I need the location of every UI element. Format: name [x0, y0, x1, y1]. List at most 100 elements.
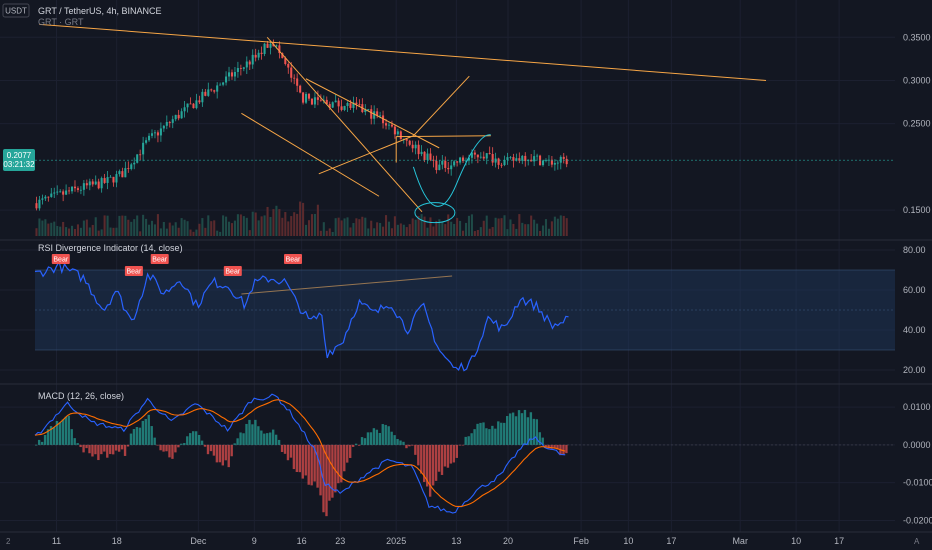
- volume-bar: [361, 216, 364, 236]
- candle-body: [76, 188, 79, 190]
- macd-histogram-bar: [479, 422, 482, 445]
- volume-bar: [183, 219, 186, 236]
- candle-body: [464, 160, 468, 162]
- price-axis-label: -0.0200: [903, 515, 932, 525]
- macd-histogram-bar: [313, 444, 316, 482]
- macd-histogram-bar: [120, 444, 124, 450]
- candle-body: [53, 192, 56, 194]
- macd-histogram-bar: [266, 433, 269, 445]
- macd-histogram-bar: [132, 429, 136, 445]
- candle-body: [239, 68, 242, 69]
- volume-bar: [352, 223, 355, 236]
- macd-histogram-bar: [517, 410, 521, 445]
- volume-bar: [453, 223, 456, 236]
- volume-bar: [53, 221, 56, 236]
- volume-bar: [387, 221, 391, 236]
- macd-histogram-bar: [541, 437, 544, 445]
- macd-histogram-bar: [405, 444, 408, 449]
- volume-bar: [524, 224, 527, 236]
- candle-body: [379, 115, 382, 117]
- candle-body: [50, 193, 53, 197]
- macd-histogram-bar: [390, 431, 393, 445]
- volume-bar: [426, 227, 429, 236]
- bear-divergence-label: Bear: [225, 269, 240, 276]
- macd-histogram-bar: [488, 429, 491, 445]
- candle-body: [506, 157, 509, 160]
- macd-histogram-bar: [200, 440, 204, 445]
- macd-histogram-bar: [428, 444, 432, 497]
- macd-legend[interactable]: MACD (12, 26, close): [38, 391, 124, 401]
- volume-bar: [420, 214, 423, 236]
- rsi-divergence-line: [241, 275, 453, 295]
- candle-body: [201, 91, 204, 103]
- macd-histogram-bar: [375, 429, 379, 445]
- candle-body: [384, 123, 388, 126]
- macd-histogram-bar: [150, 426, 153, 445]
- macd-histogram-bar: [467, 436, 470, 445]
- macd-histogram-bar: [316, 444, 319, 488]
- price-axis-label: -0.0100: [903, 478, 932, 488]
- rsi-legend[interactable]: RSI Divergence Indicator (14, close): [38, 243, 183, 253]
- candle-body: [376, 111, 379, 116]
- macd-histogram-bar: [295, 444, 299, 472]
- candle-body: [94, 181, 97, 185]
- macd-histogram-bar: [550, 444, 553, 449]
- candle-body: [198, 100, 201, 103]
- macd-histogram-bar: [109, 444, 112, 455]
- currency-button[interactable]: [2, 3, 30, 18]
- trend-drawings[interactable]: [39, 23, 767, 295]
- macd-histogram-bar: [194, 431, 198, 445]
- macd-histogram-bar: [351, 444, 355, 447]
- candle-body: [150, 133, 154, 136]
- candle-body: [91, 181, 94, 185]
- candle-body: [38, 199, 41, 209]
- volume-bar: [296, 213, 299, 236]
- candle-body: [180, 111, 183, 119]
- macd-histogram-bar: [85, 444, 88, 449]
- macd-histogram-bar: [458, 444, 461, 446]
- macd-histogram-bar: [514, 416, 518, 445]
- volume-bar: [287, 221, 290, 236]
- candle-body: [518, 158, 521, 161]
- candle-body: [435, 160, 438, 171]
- macd-histogram-bar: [437, 444, 441, 472]
- candle-body: [251, 54, 254, 65]
- candle-body: [127, 168, 130, 169]
- volume-bar: [376, 222, 379, 236]
- volume-bar: [171, 225, 174, 236]
- volume-bar: [162, 221, 165, 236]
- macd-histogram-bar: [40, 441, 44, 445]
- candle-body: [322, 99, 325, 101]
- volume-bar: [488, 228, 491, 236]
- candle-body: [230, 72, 234, 77]
- volume-bar: [115, 227, 118, 236]
- candle-body: [423, 151, 426, 160]
- candle-body: [79, 189, 82, 191]
- volume-bar: [550, 221, 553, 236]
- macd-histogram-bar: [277, 439, 281, 445]
- volume-bar: [334, 218, 337, 236]
- candle-body: [494, 158, 497, 163]
- candle-body: [331, 102, 334, 108]
- candle-body: [417, 144, 420, 155]
- volume-bar: [230, 223, 234, 236]
- volume-bar: [462, 230, 465, 236]
- macd-histogram-bar: [138, 427, 142, 445]
- candle-body: [328, 104, 331, 108]
- corner-left-control[interactable]: 2: [6, 537, 11, 546]
- candle-body: [213, 90, 216, 92]
- volume-bar: [402, 224, 405, 236]
- volume-bar: [290, 216, 293, 236]
- candle-body: [479, 156, 482, 158]
- symbol-legend[interactable]: GRT / TetherUS, 4h, BINANCE: [38, 6, 162, 16]
- auto-scale-button[interactable]: A: [914, 537, 920, 546]
- candle-body: [405, 139, 408, 141]
- candle-body: [367, 109, 370, 110]
- volume-bar: [70, 225, 74, 236]
- volume-bar: [198, 223, 201, 236]
- volume-bar: [168, 222, 171, 236]
- macd-histogram-bar: [491, 425, 494, 445]
- volume-bar: [319, 230, 322, 236]
- volume-bar: [536, 223, 539, 236]
